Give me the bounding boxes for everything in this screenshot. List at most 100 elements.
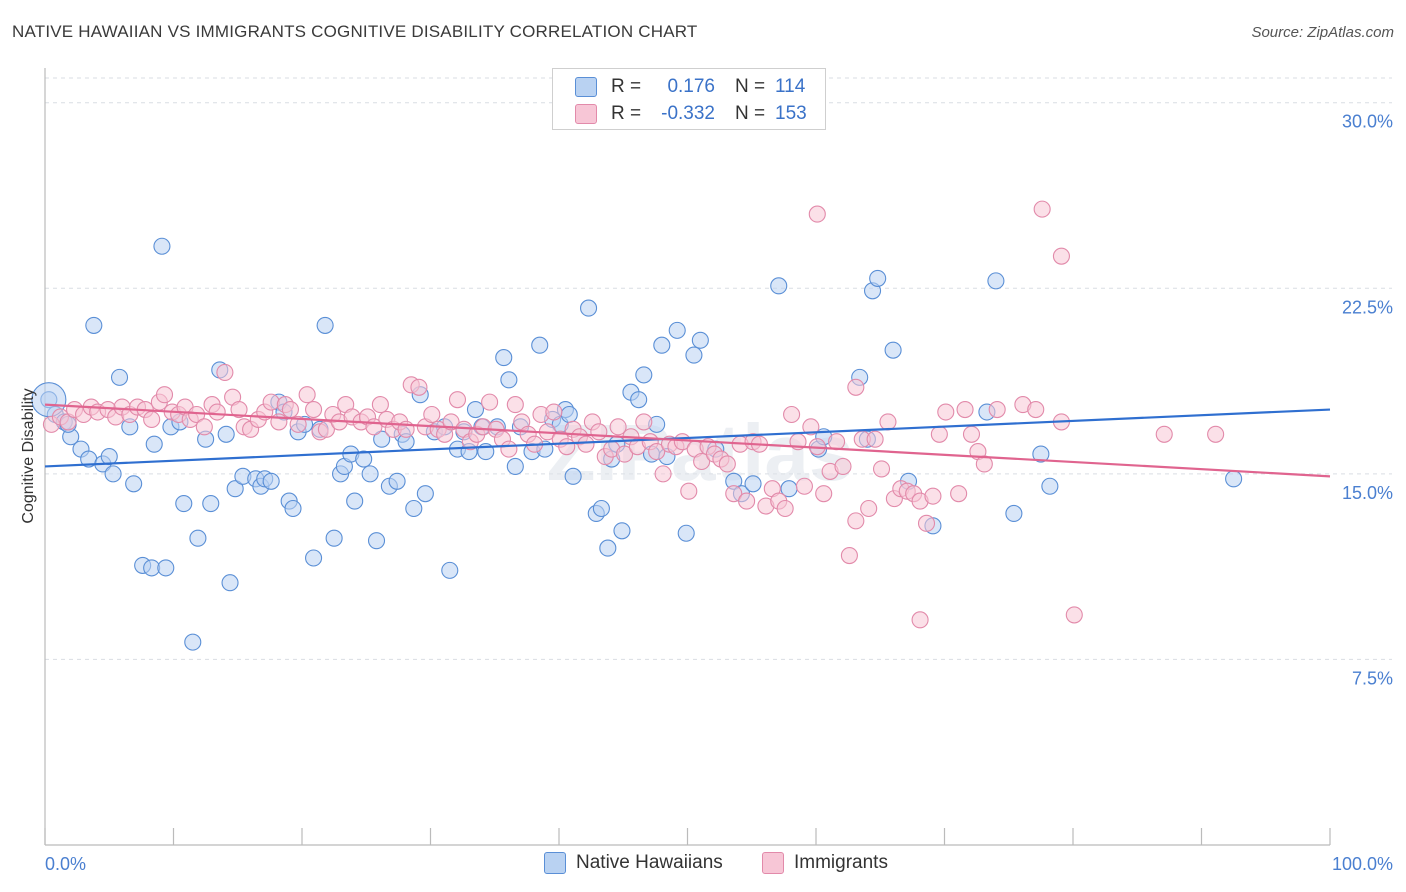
grid-lines <box>45 77 1392 660</box>
y-tick-label: 30.0% <box>1342 112 1393 132</box>
data-point <box>221 574 239 592</box>
data-point <box>630 391 648 409</box>
data-point <box>795 477 813 495</box>
data-point <box>355 450 373 468</box>
data-point <box>1225 470 1243 488</box>
data-point <box>840 546 858 565</box>
data-point <box>808 205 826 223</box>
data-point <box>609 418 627 436</box>
data-point <box>325 529 343 547</box>
data-point <box>738 492 756 510</box>
data-point <box>911 611 929 629</box>
data-point <box>305 549 323 567</box>
data-point <box>872 460 891 478</box>
n-value: 153 <box>775 103 807 124</box>
trend-line-native-hawaiians <box>44 408 1331 468</box>
data-point <box>847 378 865 396</box>
r-value: -0.332 <box>661 103 715 124</box>
data-point <box>316 316 334 334</box>
data-point <box>725 485 743 503</box>
data-point <box>145 435 163 453</box>
data-point <box>441 561 459 579</box>
data-point <box>884 341 902 359</box>
data-point <box>648 443 666 461</box>
data-point <box>783 405 801 424</box>
data-point <box>371 396 389 414</box>
data-point <box>580 299 598 317</box>
data-point <box>962 425 981 443</box>
trend-lines <box>44 403 1331 478</box>
data-point <box>85 316 103 334</box>
legend-row-native-hawaiians: R = 0.176 N = 114 <box>575 75 805 99</box>
data-point <box>481 393 499 411</box>
data-point <box>298 386 316 404</box>
data-point <box>988 400 1006 419</box>
x-tick-label: 0.0% <box>45 854 86 874</box>
data-point <box>226 480 244 498</box>
data-point <box>590 423 608 441</box>
data-point <box>615 445 634 463</box>
data-point <box>284 499 302 518</box>
data-point <box>157 559 175 577</box>
data-point <box>815 485 833 503</box>
data-point <box>184 633 202 651</box>
data-point <box>834 457 852 475</box>
data-point <box>1052 247 1070 265</box>
legend-item-native-hawaiians[interactable]: Native Hawaiians <box>544 852 723 874</box>
data-point <box>860 499 878 518</box>
data-point <box>770 277 788 295</box>
data-point <box>1032 445 1050 463</box>
data-point <box>500 440 518 458</box>
data-point <box>1207 425 1225 443</box>
data-point <box>635 413 653 431</box>
legend-row-immigrants: R = -0.332 N = 153 <box>575 102 807 126</box>
data-point <box>100 448 118 466</box>
data-point <box>1033 200 1051 218</box>
data-point <box>202 495 220 513</box>
data-point <box>216 363 234 381</box>
data-point <box>373 430 391 448</box>
data-point <box>577 435 595 453</box>
data-point <box>744 475 762 493</box>
data-point <box>448 391 467 409</box>
legend-swatch-blue <box>575 77 597 97</box>
data-point <box>828 433 846 451</box>
data-point <box>195 418 213 436</box>
data-point <box>987 272 1005 290</box>
data-point <box>367 532 386 550</box>
data-point <box>802 418 820 436</box>
data-point <box>416 485 434 503</box>
n-value: 114 <box>775 76 806 97</box>
trend-line-immigrants <box>44 403 1331 478</box>
data-point <box>405 499 423 518</box>
data-point <box>654 465 672 483</box>
data-point <box>560 405 578 424</box>
data-point <box>262 472 280 490</box>
data-point <box>531 336 549 354</box>
data-point <box>613 522 631 540</box>
n-label: N = <box>735 76 766 97</box>
data-point <box>653 336 671 354</box>
data-point <box>289 415 307 433</box>
y-tick-label: 15.0% <box>1342 483 1393 503</box>
data-point <box>208 403 226 421</box>
data-point <box>1027 400 1045 419</box>
data-point <box>592 499 610 518</box>
data-point <box>924 487 942 505</box>
data-point <box>410 378 428 396</box>
data-point <box>937 403 955 421</box>
data-point <box>680 482 698 500</box>
series-legend: Native Hawaiians Immigrants <box>0 852 1406 878</box>
data-point <box>545 403 563 421</box>
legend-item-immigrants[interactable]: Immigrants <box>762 852 888 874</box>
data-point <box>930 425 948 443</box>
data-point <box>917 514 936 532</box>
data-point <box>668 321 686 339</box>
x-tick-label: 100.0% <box>1332 854 1393 874</box>
data-point <box>869 269 887 287</box>
data-point <box>495 349 513 367</box>
legend-swatch-pink <box>575 104 597 124</box>
data-point <box>388 472 406 490</box>
data-point <box>262 393 280 411</box>
legend-swatch-pink <box>762 852 784 874</box>
